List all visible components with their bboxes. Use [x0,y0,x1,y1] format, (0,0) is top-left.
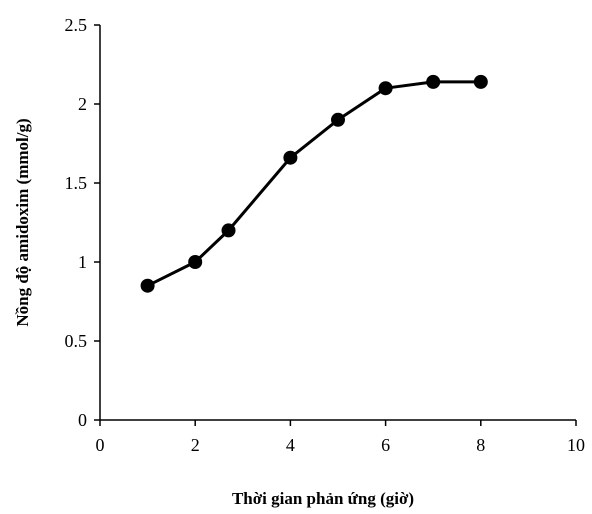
data-point [140,278,155,293]
y-tick-label: 0.5 [65,331,88,351]
y-tick-label: 2 [78,94,87,114]
y-tick-label: 2.5 [65,15,88,35]
x-tick-label: 2 [191,435,200,455]
series-line [146,80,481,288]
x-tick-label: 10 [567,435,585,455]
y-tick-label: 1 [78,252,87,272]
y-ticks: 0 0.5 1 1.5 2 2.5 [65,15,100,430]
data-point [473,74,488,89]
y-axis-title: Nồng độ amidoxim (mmol/g) [13,118,32,326]
data-point [378,81,393,96]
y-tick-label: 1.5 [65,173,88,193]
x-tick-label: 4 [286,435,295,455]
x-axis-title: Thời gian phản ứng (giờ) [232,489,414,508]
data-point [331,112,345,127]
axes [99,25,576,421]
data-point [283,150,298,165]
y-tick-label: 0 [78,410,87,430]
data-point [221,223,236,238]
data-point [426,74,441,89]
x-tick-label: 8 [476,435,485,455]
series-layer [140,74,488,293]
x-tick-label: 6 [381,435,390,455]
x-tick-label: 0 [96,435,105,455]
x-ticks: 0 2 4 6 8 10 [96,420,585,455]
data-point [188,255,203,269]
